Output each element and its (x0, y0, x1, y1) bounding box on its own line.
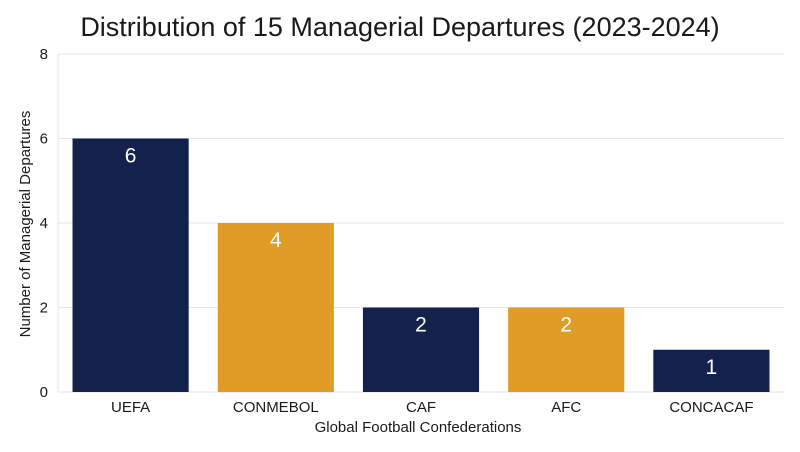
x-tick-label: CONCACAF (669, 399, 753, 416)
x-tick-label: UEFA (111, 399, 150, 416)
data-label: 2 (415, 314, 427, 337)
x-tick-label: AFC (551, 399, 581, 416)
y-tick-label: 2 (40, 300, 48, 317)
bar-afc (508, 307, 625, 392)
x-tick-label: CAF (406, 399, 436, 416)
y-axis-label: Number of Managerial Departures (17, 111, 34, 338)
bar-concacaf (653, 349, 770, 392)
bar-conmebol (217, 223, 334, 392)
x-tick-label: CONMEBOL (233, 399, 319, 416)
data-label: 4 (270, 229, 282, 252)
data-label: 2 (560, 314, 572, 337)
y-tick-label: 8 (40, 46, 48, 63)
data-label: 1 (706, 356, 718, 379)
y-tick-label: 4 (40, 215, 48, 232)
y-tick-label: 6 (40, 131, 48, 148)
y-axis-ticks: 0 2 4 6 8 (40, 46, 48, 401)
data-label: 6 (125, 145, 137, 168)
x-axis-label: Global Football Confederations (315, 419, 522, 436)
y-tick-label: 0 (40, 384, 48, 401)
x-axis-ticks: UEFA CONMEBOL CAF AFC CONCACAF (111, 399, 753, 416)
chart-title: Distribution of 15 Managerial Departures… (80, 12, 719, 42)
bar-uefa (72, 138, 189, 392)
bar-caf (362, 307, 480, 392)
bars: 6 4 2 2 1 (72, 138, 770, 392)
